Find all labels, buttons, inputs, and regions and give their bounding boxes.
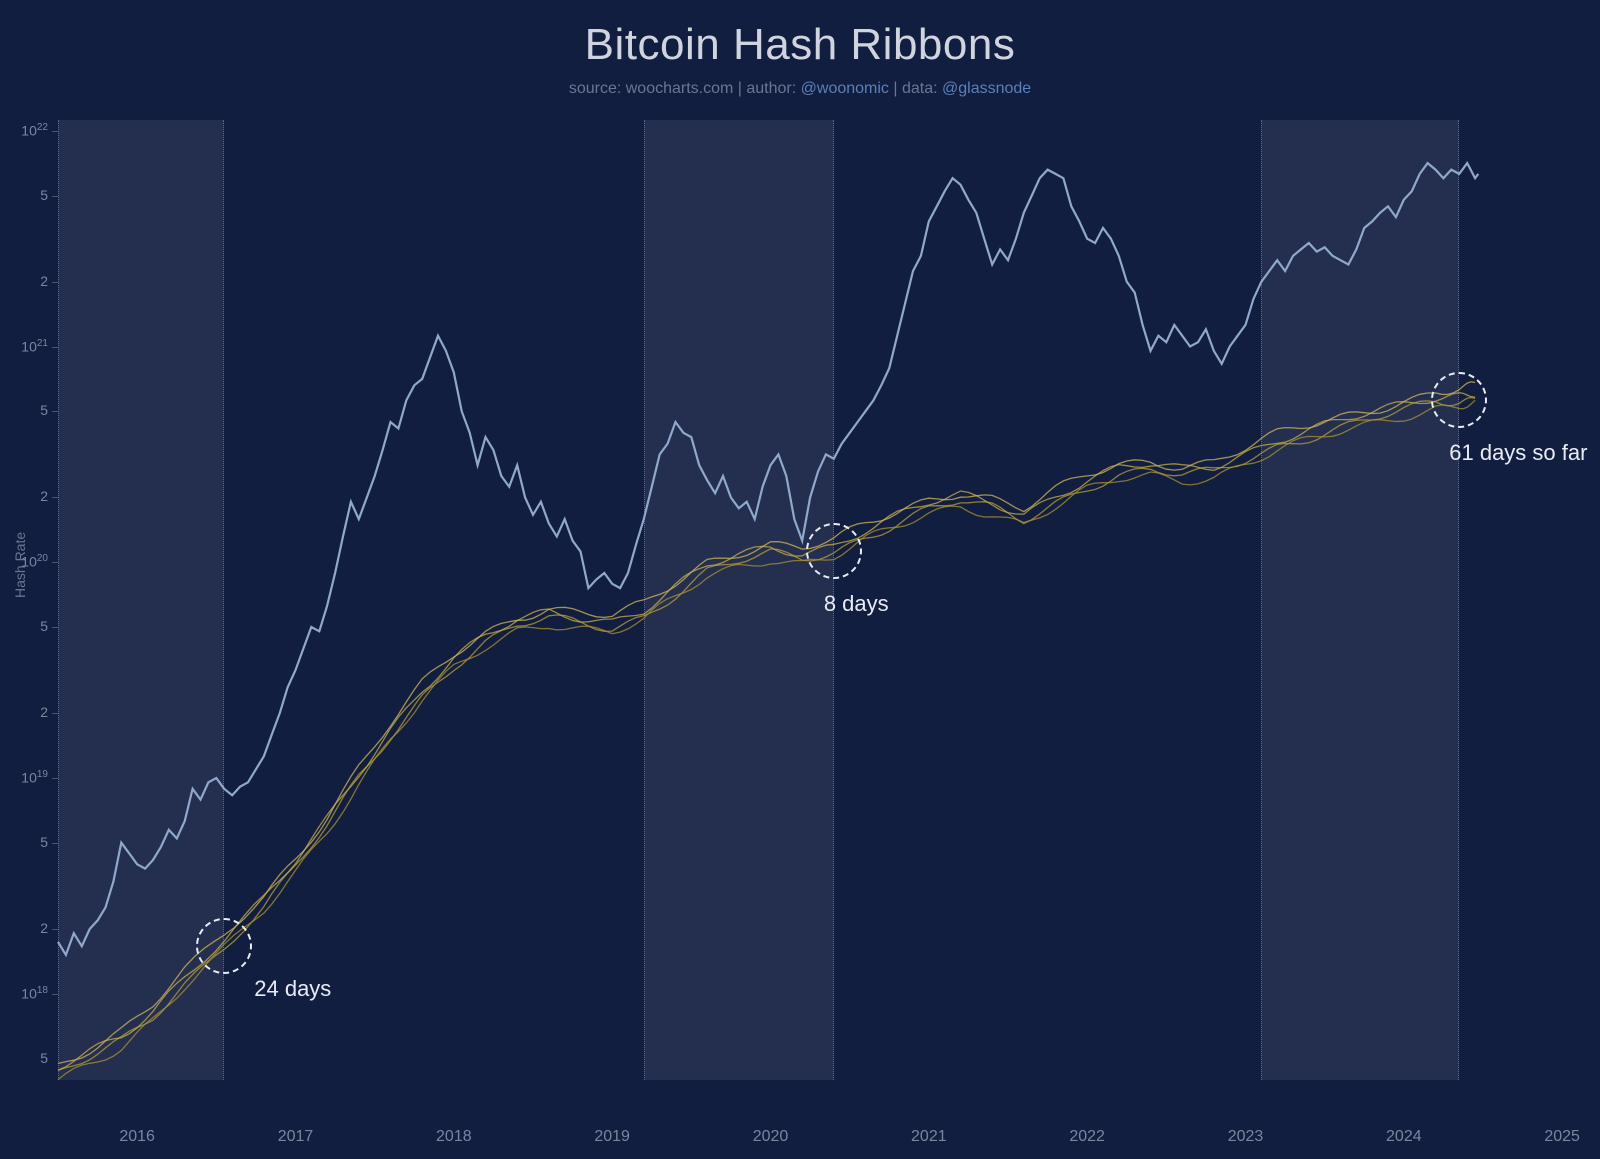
chart-container: Hash Rate 24 days8 days61 days so far 10… <box>48 120 1588 1120</box>
x-tick: 2022 <box>1069 1128 1105 1146</box>
y-tick-major: 1021 <box>8 338 48 355</box>
y-tick-minor: 2 <box>8 273 48 289</box>
chart-svg <box>58 120 1578 1080</box>
y-tick-minor: 5 <box>8 187 48 203</box>
data-link[interactable]: @glassnode <box>942 80 1031 97</box>
annotation-label: 24 days <box>254 976 331 1002</box>
y-tick-major: 1018 <box>8 985 48 1002</box>
annotation-label: 61 days so far <box>1449 440 1587 466</box>
y-tick-minor: 2 <box>8 920 48 936</box>
x-tick: 2017 <box>278 1128 314 1146</box>
author-link[interactable]: @woonomic <box>801 80 889 97</box>
source-value: woocharts.com <box>626 80 734 97</box>
annotation-circle <box>806 523 862 579</box>
x-tick: 2018 <box>436 1128 472 1146</box>
x-tick: 2024 <box>1386 1128 1422 1146</box>
hash-ribbon-line <box>58 393 1475 1070</box>
chart-title: Bitcoin Hash Ribbons <box>0 20 1600 70</box>
x-tick: 2021 <box>911 1128 947 1146</box>
price-line <box>58 163 1478 955</box>
y-tick-minor: 5 <box>8 618 48 634</box>
y-tick-minor: 5 <box>8 1050 48 1066</box>
hash-ribbon-line <box>58 382 1475 1064</box>
chart-subtitle: source: woocharts.com | author: @woonomi… <box>0 80 1600 98</box>
x-tick: 2016 <box>119 1128 155 1146</box>
annotation-label: 8 days <box>824 591 889 617</box>
y-tick-major: 1020 <box>8 553 48 570</box>
x-tick: 2023 <box>1228 1128 1264 1146</box>
y-tick-minor: 2 <box>8 704 48 720</box>
y-tick-minor: 5 <box>8 834 48 850</box>
source-prefix: source: <box>569 80 626 97</box>
y-tick-minor: 5 <box>8 402 48 418</box>
author-prefix: | author: <box>733 80 800 97</box>
plot-area: 24 days8 days61 days so far <box>58 120 1578 1080</box>
y-tick-minor: 2 <box>8 488 48 504</box>
y-tick-major: 1019 <box>8 769 48 786</box>
x-tick: 2025 <box>1544 1128 1580 1146</box>
y-tick-major: 1022 <box>8 122 48 139</box>
x-tick: 2020 <box>753 1128 789 1146</box>
x-tick: 2019 <box>594 1128 630 1146</box>
hash-ribbon-line <box>58 398 1475 1071</box>
data-prefix: | data: <box>889 80 942 97</box>
